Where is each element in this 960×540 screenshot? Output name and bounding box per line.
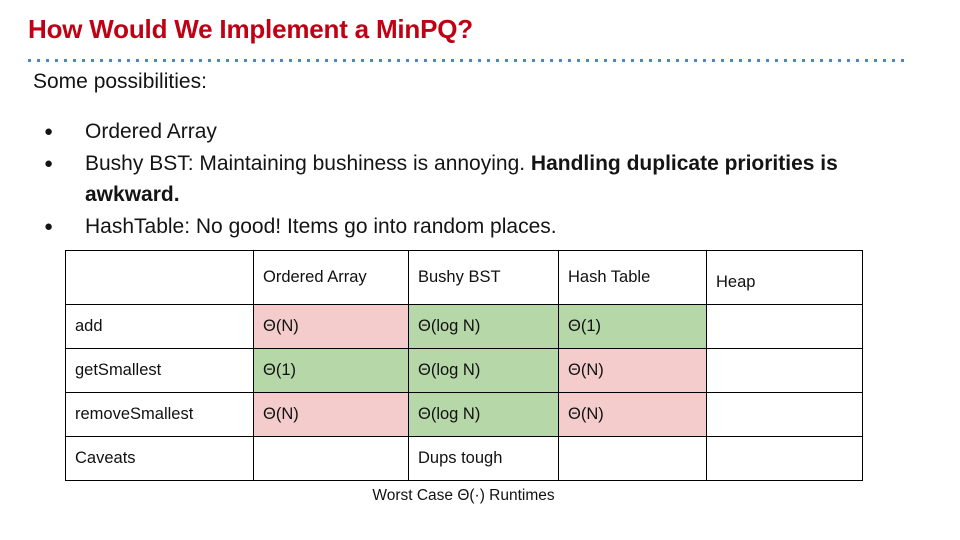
table-cell <box>706 436 863 481</box>
page-title: How Would We Implement a MinPQ? <box>28 14 473 44</box>
bullet-icon: ● <box>44 155 54 172</box>
table-row: getSmallest Θ(1) Θ(log N) Θ(N) <box>65 348 863 393</box>
table-cell: Dups tough <box>408 436 559 481</box>
table-cell: Θ(log N) <box>408 348 559 393</box>
table-cell: Θ(log N) <box>408 392 559 437</box>
bullet-item-bushy-bst: ● Bushy BST: Maintaining bushiness is an… <box>42 148 894 210</box>
intro-text: Some possibilities: <box>33 70 207 93</box>
bullet-item-hashtable: ● HashTable: No good! Items go into rand… <box>42 211 894 242</box>
header-cell-hash-table: Hash Table <box>558 250 707 305</box>
bullet-text: Bushy BST: Maintaining bushiness is anno… <box>85 152 531 175</box>
bullet-list: ● Ordered Array ● Bushy BST: Maintaining… <box>42 116 894 243</box>
bullet-text: Ordered Array <box>85 120 217 143</box>
header-cell-heap: Heap <box>706 250 863 305</box>
table-cell: Θ(1) <box>253 348 409 393</box>
table-cell <box>706 392 863 437</box>
bullet-icon: ● <box>44 218 54 235</box>
header-cell-bushy-bst: Bushy BST <box>408 250 559 305</box>
row-label: Caveats <box>65 436 254 481</box>
table-cell <box>706 304 863 349</box>
table-cell <box>558 436 707 481</box>
bullet-text-bold: Handling duplicate priorities is awkward… <box>85 152 838 206</box>
table-cell: Θ(log N) <box>408 304 559 349</box>
table-cell: Θ(N) <box>253 392 409 437</box>
bullet-text: HashTable: No good! Items go into random… <box>85 215 557 238</box>
table-row: removeSmallest Θ(N) Θ(log N) Θ(N) <box>65 392 863 437</box>
table-header-row: Ordered Array Bushy BST Hash Table Heap <box>65 250 863 305</box>
table-caption: Worst Case Θ(·) Runtimes <box>372 487 555 504</box>
table-cell: Θ(1) <box>558 304 707 349</box>
table-cell: Θ(N) <box>558 348 707 393</box>
table-cell: Θ(N) <box>253 304 409 349</box>
bullet-item-ordered-array: ● Ordered Array <box>42 116 894 147</box>
row-label: getSmallest <box>65 348 254 393</box>
table-cell <box>253 436 409 481</box>
title-divider <box>28 59 910 62</box>
row-label: removeSmallest <box>65 392 254 437</box>
table-row: Caveats Dups tough <box>65 436 863 481</box>
table-row: add Θ(N) Θ(log N) Θ(1) <box>65 304 863 349</box>
row-label: add <box>65 304 254 349</box>
header-cell-empty <box>65 250 254 305</box>
bullet-icon: ● <box>44 123 54 140</box>
runtime-table: Ordered Array Bushy BST Hash Table Heap … <box>65 250 863 481</box>
header-cell-ordered-array: Ordered Array <box>253 250 409 305</box>
table-cell: Θ(N) <box>558 392 707 437</box>
table-cell <box>706 348 863 393</box>
